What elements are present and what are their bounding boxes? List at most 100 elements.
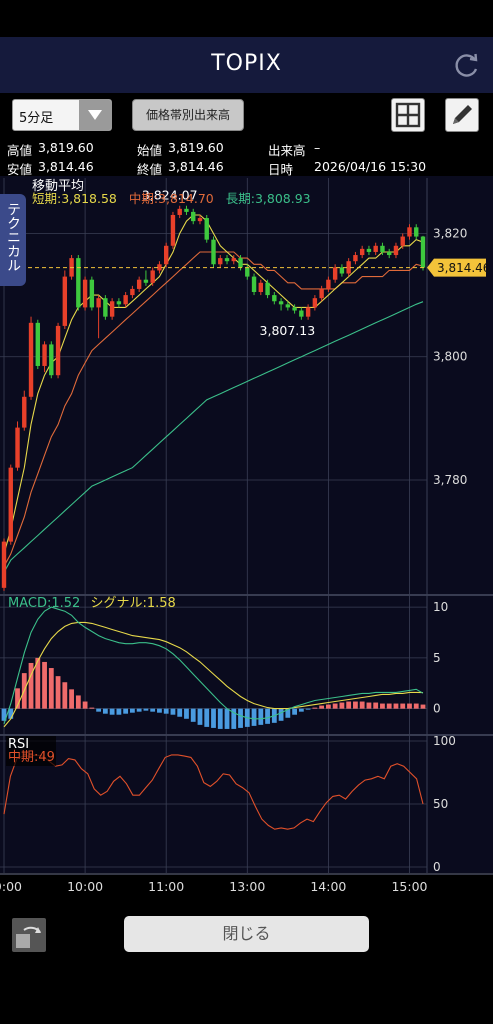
candle (380, 245, 385, 252)
macd-histogram-bar (102, 708, 108, 714)
open-value: 3,819.60 (168, 140, 224, 155)
last-price-tag (427, 258, 486, 277)
candle (28, 322, 34, 397)
candle (103, 298, 108, 317)
time-tick-label: 14:00 (310, 879, 346, 894)
candle (299, 310, 304, 317)
candle (278, 301, 284, 305)
macd-histogram-bar (35, 657, 41, 709)
price-band-volume-button[interactable]: 価格帯別出来高 (132, 99, 244, 131)
ma-long-legend: 長期:3,808.93 (226, 191, 311, 206)
header-bar: TOPIX (0, 37, 493, 93)
low-annotation: 3,807.13 (260, 323, 316, 338)
candle (157, 264, 162, 271)
macd-histogram-bar (190, 708, 196, 722)
price-tick-label: 3,780 (433, 473, 467, 487)
candle (353, 255, 358, 262)
layout-grid-button[interactable] (391, 98, 425, 132)
volume-label: 出来高 (268, 143, 306, 158)
macd-histogram-bar (393, 703, 399, 709)
candle (326, 279, 331, 289)
candle (35, 322, 40, 366)
candle (89, 279, 95, 308)
grid-icon (395, 102, 421, 128)
ma-short-line (3, 214, 424, 555)
macd-tick-label: 10 (433, 600, 448, 614)
candle (116, 301, 122, 305)
macd-histogram-bar (184, 708, 189, 719)
last-price-label: 3,814.46 (437, 261, 490, 275)
macd-histogram-bar (312, 707, 318, 709)
macd-histogram-bar (420, 704, 426, 709)
open-label: 始値 (137, 143, 163, 158)
interval-select[interactable]: 5分足 (12, 99, 112, 131)
macd-histogram-bar (353, 701, 358, 709)
macd-histogram-bar (28, 662, 34, 709)
rsi-tick-label: 100 (433, 734, 456, 748)
macd-histogram-bar (1, 708, 7, 721)
macd-histogram-bar (380, 703, 385, 709)
draw-button[interactable] (445, 98, 479, 132)
macd-tick-label: 0 (433, 702, 441, 716)
rsi-line (3, 754, 424, 830)
candle (407, 227, 412, 237)
macd-histogram-bar (204, 708, 210, 727)
rotate-screen-button[interactable] (12, 918, 46, 952)
candle (184, 208, 189, 212)
macd-histogram-bar (258, 708, 264, 725)
rsi-tick-label: 0 (433, 860, 441, 874)
datetime-label: 日時 (268, 162, 294, 177)
macd-histogram-bar (251, 708, 257, 726)
macd-histogram-bar (366, 702, 372, 709)
close-button[interactable]: 閉じる (124, 916, 369, 952)
chart-area[interactable]: 3,820 3,800 3,780 3,814.46 3,824.07 3,807.13 1… (0, 0, 493, 900)
candle (366, 248, 372, 252)
price-tick-label: 3,800 (433, 350, 467, 364)
macd-histogram-bar (143, 708, 149, 711)
candle (191, 211, 196, 222)
candle (224, 258, 230, 262)
macd-histogram-bar (163, 708, 169, 714)
macd-histogram-bar (413, 703, 419, 709)
candle (143, 279, 149, 283)
price-tick-label: 3,820 (433, 226, 467, 240)
macd-histogram-bar (170, 708, 176, 715)
technical-tab[interactable]: テクニカル (0, 194, 26, 286)
macd-histogram-bar (96, 708, 102, 712)
candle (238, 258, 243, 268)
macd-histogram-bar (157, 708, 162, 713)
macd-histogram-bar (325, 704, 331, 709)
macd-histogram-bar (211, 708, 216, 728)
candle (339, 267, 345, 274)
macd-histogram-bar (332, 703, 338, 709)
macd-histogram-bar (116, 708, 122, 715)
candle (258, 282, 264, 293)
candle (96, 298, 101, 308)
candle (305, 307, 311, 317)
chart-background (0, 176, 493, 873)
candle (393, 245, 399, 256)
macd-histogram-bar (305, 708, 311, 710)
macd-histogram-bar (8, 708, 14, 719)
macd-histogram-bar (197, 708, 203, 725)
candle (359, 248, 365, 256)
macd-histogram-bar (400, 703, 406, 709)
candle (285, 304, 291, 308)
macd-histogram-bar (217, 708, 223, 729)
datetime-value: 2026/04/16 15:30 (314, 159, 427, 174)
macd-histogram-bar (339, 702, 345, 709)
candle (109, 301, 115, 317)
macd-histogram-bar (231, 708, 237, 729)
interval-select-value: 5分足 (19, 111, 54, 126)
macd-histogram-bar (359, 701, 365, 709)
macd-histogram-bar (109, 708, 115, 715)
candle (332, 267, 338, 280)
pencil-icon (453, 105, 472, 124)
refresh-button[interactable] (451, 49, 483, 81)
technical-tab-label: テクニカル (5, 202, 21, 272)
low-value: 3,814.46 (38, 159, 94, 174)
macd-histogram-bar (386, 703, 392, 709)
svg-text:MACD:1.52 シグナル:1.58: MACD:1.52 シグナル:1.58 (8, 596, 176, 611)
candle (123, 295, 128, 305)
ma-title: 移動平均 (32, 179, 84, 194)
